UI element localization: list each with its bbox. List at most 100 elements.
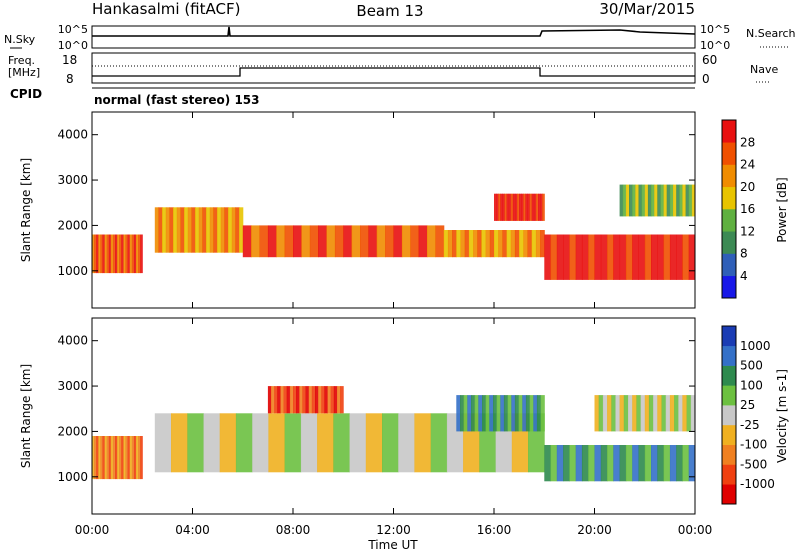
- echo-cell: [688, 445, 696, 482]
- echo-cell: [158, 207, 163, 253]
- colorbar-tick-label: 100: [740, 378, 763, 392]
- cpid-label: CPID: [10, 87, 42, 101]
- echo-cell: [311, 386, 316, 414]
- colorbar-label: Velocity [m s-1]: [775, 369, 789, 463]
- colorbar-cell: [722, 365, 736, 386]
- echo-cell: [628, 395, 633, 432]
- echo-cell: [133, 436, 137, 480]
- echo-cell: [691, 184, 696, 217]
- y-tick-label: 1000: [57, 264, 88, 278]
- echo-cell: [588, 445, 595, 482]
- echo-cell: [523, 193, 526, 221]
- colorbar-cell: [722, 275, 736, 299]
- echo-cell: [503, 395, 509, 432]
- echo-cell: [485, 395, 490, 432]
- echo-cell: [494, 193, 497, 221]
- nave-tick-bottom: 0: [702, 72, 710, 86]
- echo-cell: [635, 184, 639, 217]
- echo-cell: [529, 395, 534, 432]
- echo-cell: [496, 395, 501, 432]
- echo-cell: [112, 436, 116, 480]
- echo-cell: [108, 436, 112, 480]
- x-tick-label: 08:00: [276, 523, 311, 537]
- echo-cell: [644, 395, 650, 432]
- noise-right-tick-bottom: 10^0: [700, 39, 730, 52]
- echo-cell: [127, 436, 131, 480]
- echo-cell: [410, 225, 420, 258]
- echo-cell: [613, 445, 621, 482]
- colorbar-cell: [722, 484, 736, 505]
- nsky-label: N.Sky: [4, 33, 36, 46]
- echo-cell: [619, 184, 624, 217]
- echo-cell: [654, 184, 658, 217]
- y-tick-label: 1000: [57, 470, 88, 484]
- echo-cell: [474, 395, 479, 432]
- echo-cell: [669, 234, 677, 280]
- echo-cell: [117, 234, 120, 274]
- echo-cell: [535, 193, 539, 221]
- echo-cell: [456, 230, 461, 258]
- echo-cell: [119, 234, 122, 274]
- colorbar-cell: [722, 186, 736, 210]
- colorbar-cell: [722, 120, 736, 143]
- echo-cell: [641, 184, 646, 217]
- echo-cell: [443, 230, 449, 258]
- echo-cell: [533, 395, 538, 432]
- echo-cell: [600, 445, 608, 482]
- echo-cell: [321, 386, 325, 414]
- echo-cell: [498, 193, 501, 221]
- echo-cell: [468, 230, 474, 258]
- echo-cell: [500, 395, 505, 432]
- echo-cell: [602, 395, 608, 432]
- echo-cell: [518, 395, 523, 432]
- echo-cell: [136, 436, 139, 480]
- colorbar-tick-label: 12: [740, 224, 755, 238]
- echo-cell: [418, 225, 428, 258]
- colorbar-tick-label: -500: [740, 457, 767, 471]
- echo-cell: [171, 413, 188, 473]
- echo-cell: [309, 225, 319, 258]
- colorbar-cell: [722, 253, 736, 277]
- echo-cell: [203, 413, 221, 473]
- echo-cell: [110, 234, 114, 274]
- echo-cell: [682, 395, 688, 432]
- echo-cell: [632, 445, 639, 482]
- echo-cell: [333, 386, 338, 414]
- echo-cell: [456, 395, 461, 432]
- echo-cell: [213, 207, 218, 253]
- echo-cell: [202, 207, 207, 253]
- echo-cell: [676, 184, 680, 217]
- echo-cell: [368, 225, 378, 258]
- echo-cell: [191, 207, 196, 253]
- echo-cell: [525, 395, 531, 432]
- colorbar-cell: [722, 209, 736, 232]
- echo-cell: [317, 413, 334, 473]
- echo-cell: [676, 445, 683, 482]
- echo-cell: [119, 436, 122, 480]
- echo-cell: [563, 445, 570, 482]
- echo-cell: [100, 234, 103, 274]
- echo-cell: [632, 395, 637, 432]
- echo-cell: [502, 193, 505, 221]
- echo-cell: [300, 413, 318, 473]
- echo-cell: [535, 230, 541, 258]
- echo-cell: [607, 395, 612, 432]
- echo-cell: [102, 436, 106, 480]
- echo-cell: [127, 234, 131, 274]
- echo-cell: [106, 436, 110, 480]
- colorbar-frame: [721, 325, 737, 505]
- echo-cell: [140, 436, 143, 480]
- colorbar-frame: [721, 119, 737, 299]
- echo-cell: [125, 234, 129, 274]
- echo-cell: [268, 413, 286, 473]
- echo-cell: [517, 193, 520, 221]
- echo-cell: [94, 234, 97, 274]
- echo-cell: [665, 395, 671, 432]
- echo-cell: [293, 386, 297, 414]
- echo-cell: [129, 436, 133, 480]
- y-axis-label: Slant Range [km]: [19, 158, 33, 262]
- echo-cell: [660, 184, 665, 217]
- echo-cell: [165, 207, 170, 253]
- echo-cell: [110, 436, 114, 480]
